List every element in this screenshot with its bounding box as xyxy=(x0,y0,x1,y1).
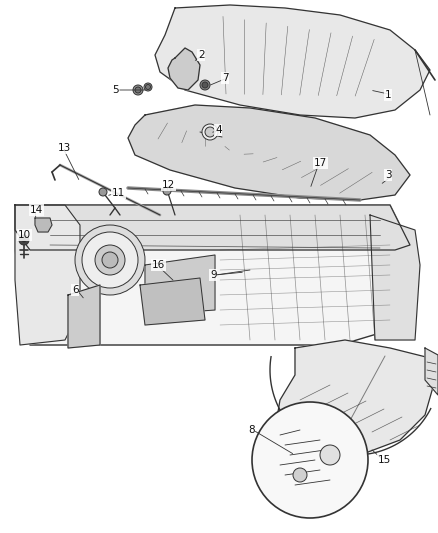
Text: 10: 10 xyxy=(18,230,31,240)
Text: 6: 6 xyxy=(72,285,79,295)
Polygon shape xyxy=(370,215,420,340)
Circle shape xyxy=(202,82,208,88)
Polygon shape xyxy=(145,255,215,315)
Circle shape xyxy=(293,468,307,482)
Circle shape xyxy=(22,238,26,242)
Circle shape xyxy=(202,124,218,140)
Text: 11: 11 xyxy=(112,188,125,198)
Text: 16: 16 xyxy=(152,260,165,270)
Text: 8: 8 xyxy=(248,425,254,435)
Polygon shape xyxy=(15,205,410,345)
Circle shape xyxy=(99,188,107,196)
Polygon shape xyxy=(168,48,200,90)
Circle shape xyxy=(320,445,340,465)
Circle shape xyxy=(102,252,118,268)
Polygon shape xyxy=(68,285,100,348)
Text: 2: 2 xyxy=(198,50,205,60)
Circle shape xyxy=(135,87,141,93)
Polygon shape xyxy=(140,278,205,325)
Text: 17: 17 xyxy=(314,158,327,168)
Text: 13: 13 xyxy=(58,143,71,153)
Polygon shape xyxy=(35,218,52,232)
Text: 15: 15 xyxy=(378,455,391,465)
Text: 5: 5 xyxy=(112,85,119,95)
Circle shape xyxy=(95,245,125,275)
Circle shape xyxy=(144,83,152,91)
Polygon shape xyxy=(275,340,435,458)
Text: 12: 12 xyxy=(162,180,175,190)
Text: 14: 14 xyxy=(30,205,43,215)
Polygon shape xyxy=(128,105,410,200)
Text: 7: 7 xyxy=(222,73,229,83)
Circle shape xyxy=(163,187,171,195)
Text: 1: 1 xyxy=(385,90,392,100)
Polygon shape xyxy=(155,5,430,118)
Circle shape xyxy=(75,225,145,295)
Circle shape xyxy=(145,85,151,90)
Circle shape xyxy=(19,235,29,245)
Circle shape xyxy=(133,85,143,95)
Circle shape xyxy=(82,232,138,288)
Text: 9: 9 xyxy=(210,270,217,280)
Polygon shape xyxy=(15,205,80,345)
Circle shape xyxy=(252,402,368,518)
Polygon shape xyxy=(425,348,438,395)
Circle shape xyxy=(205,127,215,137)
Circle shape xyxy=(200,80,210,90)
Text: 3: 3 xyxy=(385,170,392,180)
Text: 4: 4 xyxy=(215,125,222,135)
Polygon shape xyxy=(15,205,410,250)
